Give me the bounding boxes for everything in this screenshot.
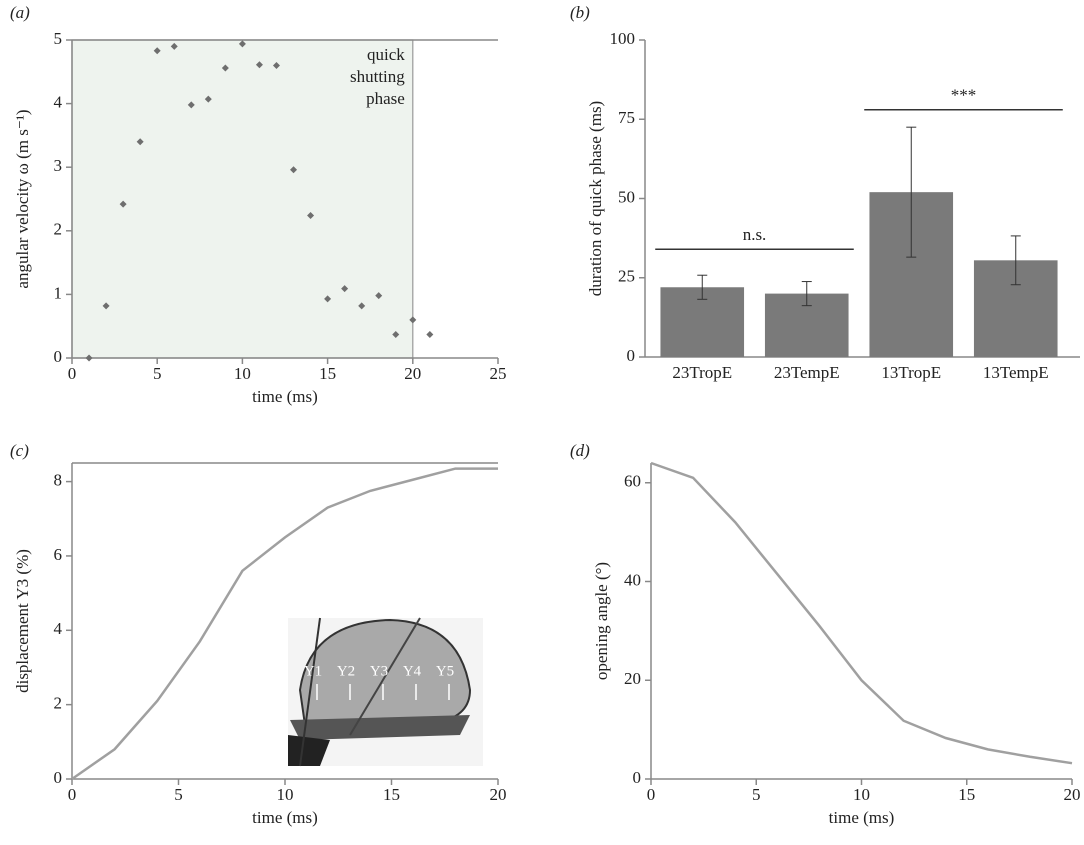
stem xyxy=(288,735,330,766)
x-tick-label: 25 xyxy=(490,364,507,383)
inset-label: Y5 xyxy=(436,663,454,679)
y-tick-label: 0 xyxy=(633,768,642,787)
y-tick-label: 5 xyxy=(54,29,63,48)
y-tick-label: 40 xyxy=(624,570,641,589)
panel-label: (a) xyxy=(10,3,30,22)
inset-label: Y4 xyxy=(403,663,422,679)
significance-label: *** xyxy=(951,86,977,105)
x-tick-label: 0 xyxy=(647,785,656,804)
x-tick-label: 10 xyxy=(234,364,251,383)
hair xyxy=(299,617,321,767)
region-label: phase xyxy=(366,89,405,108)
error-bar xyxy=(906,126,917,258)
line xyxy=(71,467,498,781)
x-tick-label: 0 xyxy=(68,785,77,804)
y-tick-label: 100 xyxy=(610,29,636,48)
error-bar xyxy=(697,274,708,300)
point xyxy=(272,61,280,69)
y-axis-label: displacement Y3 (%) xyxy=(13,549,32,693)
region-label: shutting xyxy=(350,67,405,86)
x-tick-label: 13TempE xyxy=(983,363,1049,382)
point xyxy=(255,61,263,69)
x-tick-label: 20 xyxy=(490,785,507,804)
point xyxy=(392,330,400,338)
x-tick-label: 5 xyxy=(174,785,183,804)
significance-label: n.s. xyxy=(743,225,767,244)
inset-photo xyxy=(288,617,483,767)
panel-label: (b) xyxy=(570,3,590,22)
point xyxy=(170,42,178,50)
x-tick-label: 10 xyxy=(277,785,294,804)
x-tick-label: 10 xyxy=(853,785,870,804)
point xyxy=(307,212,315,220)
y-tick-label: 4 xyxy=(54,93,63,112)
x-tick-label: 23TempE xyxy=(774,363,840,382)
x-tick-label: 15 xyxy=(383,785,400,804)
x-tick-label: 5 xyxy=(153,364,162,383)
y-tick-label: 0 xyxy=(54,347,63,366)
x-tick-label: 5 xyxy=(752,785,761,804)
point xyxy=(341,285,349,293)
line xyxy=(650,461,1073,765)
y-tick-label: 60 xyxy=(624,472,641,491)
region-label: quick xyxy=(367,45,405,64)
point xyxy=(153,47,161,55)
error-bar xyxy=(1010,235,1021,286)
x-tick-label: 15 xyxy=(958,785,975,804)
y-axis-label: duration of quick phase (ms) xyxy=(586,101,605,296)
y-axis-label: opening angle (°) xyxy=(592,562,611,680)
y-tick-label: 75 xyxy=(618,108,635,127)
y-tick-label: 6 xyxy=(54,545,63,564)
point xyxy=(358,302,366,310)
point xyxy=(409,316,417,324)
x-axis-label: time (ms) xyxy=(252,387,318,406)
point xyxy=(119,200,127,208)
panel-label: (d) xyxy=(570,441,590,460)
y-tick-label: 0 xyxy=(627,346,636,365)
inset-label: Y3 xyxy=(370,663,388,679)
y-tick-label: 4 xyxy=(54,619,63,638)
inset-label: Y2 xyxy=(337,663,355,679)
trap-lobe xyxy=(298,618,472,727)
point xyxy=(238,40,246,48)
x-tick-label: 20 xyxy=(1064,785,1081,804)
x-tick-label: 15 xyxy=(319,364,336,383)
inset-label: Y1 xyxy=(304,663,322,679)
x-axis-label: time (ms) xyxy=(252,808,318,827)
shaded-region xyxy=(71,39,414,359)
point xyxy=(290,166,298,174)
point xyxy=(85,354,93,362)
point xyxy=(324,295,332,303)
y-tick-label: 2 xyxy=(54,220,63,239)
x-axis-label: time (ms) xyxy=(829,808,895,827)
y-tick-label: 8 xyxy=(54,470,63,489)
point xyxy=(187,101,195,109)
error-bar xyxy=(801,281,812,307)
panel-label: (c) xyxy=(10,441,29,460)
y-tick-label: 25 xyxy=(618,267,635,286)
y-tick-label: 0 xyxy=(54,768,63,787)
trap-base xyxy=(290,715,470,740)
x-tick-label: 13TropE xyxy=(881,363,941,382)
x-tick-label: 0 xyxy=(68,364,77,383)
point xyxy=(102,302,110,310)
point xyxy=(221,64,229,72)
y-tick-label: 20 xyxy=(624,669,641,688)
y-tick-label: 3 xyxy=(54,156,63,175)
x-tick-label: 23TropE xyxy=(672,363,732,382)
y-tick-label: 50 xyxy=(618,187,635,206)
y-axis-label: angular velocity ω (m s⁻¹) xyxy=(13,109,32,288)
x-tick-label: 20 xyxy=(404,364,421,383)
point xyxy=(136,138,144,146)
y-tick-label: 1 xyxy=(54,283,63,302)
point xyxy=(375,292,383,300)
point xyxy=(204,95,212,103)
point xyxy=(426,330,434,338)
y-tick-label: 2 xyxy=(54,694,63,713)
hair xyxy=(349,617,421,736)
